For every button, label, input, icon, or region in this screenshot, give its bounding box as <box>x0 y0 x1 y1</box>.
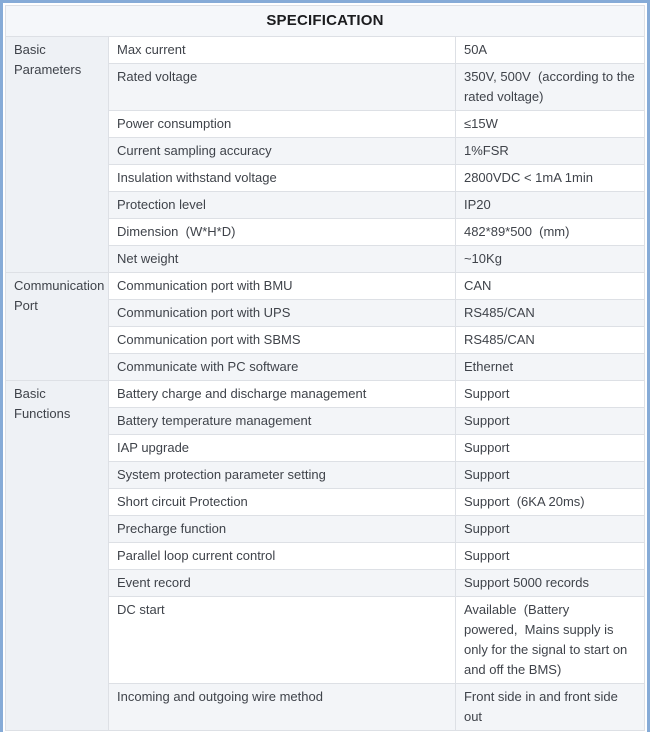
value-cell: CAN <box>454 272 646 300</box>
value-cell: Support <box>454 461 646 489</box>
spec-table-body: Basic Parameters Max current 50A Rated volt… <box>5 36 646 731</box>
parameter-cell: System protection parameter setting <box>108 461 456 489</box>
table-row: Communicate with PC software Ethernet <box>6 353 646 381</box>
table-row: Protection level IP20 <box>6 191 646 219</box>
value-cell: RS485/CAN <box>454 299 646 327</box>
table-row: Parallel loop current control Support <box>6 542 646 570</box>
table-row: Rated voltage 350V, 500V (according to th… <box>6 63 646 111</box>
parameter-cell: Communication port with SBMS <box>108 326 456 354</box>
value-cell: 2800VDC < 1mA 1min <box>454 164 646 192</box>
parameter-cell: Dimension (W*H*D) <box>108 218 456 246</box>
parameter-cell: Battery temperature management <box>108 407 456 435</box>
table-row: Event record Support 5000 records <box>6 569 646 597</box>
table-row: Net weight ~10Kg <box>6 245 646 273</box>
value-cell: Support <box>454 515 646 543</box>
table-row: Basic Parameters Max current 50A <box>5 36 646 273</box>
parameter-cell: Current sampling accuracy <box>108 137 456 165</box>
value-cell: 1%FSR <box>454 137 646 165</box>
parameter-cell: Short circuit Protection <box>108 488 456 516</box>
value-cell: Support 5000 records <box>454 569 646 597</box>
parameter-cell: IAP upgrade <box>108 434 456 462</box>
parameter-cell: Protection level <box>108 191 456 219</box>
value-cell: 482*89*500 (mm) <box>454 218 646 246</box>
parameter-cell: Communication port with BMU <box>108 272 456 300</box>
table-row: Precharge function Support <box>6 515 646 543</box>
parameter-cell: Precharge function <box>108 515 456 543</box>
table-row: Dimension (W*H*D) 482*89*500 (mm) <box>6 218 646 246</box>
table-header-row: SPECIFICATION <box>5 5 645 37</box>
parameter-cell: Communicate with PC software <box>108 353 456 381</box>
parameter-cell: DC start <box>108 596 456 684</box>
parameter-cell: Insulation withstand voltage <box>108 164 456 192</box>
parameter-cell: Communication port with UPS <box>108 299 456 327</box>
category-cell: Communication Port <box>5 272 109 381</box>
value-cell: ~10Kg <box>454 245 646 273</box>
table-row: Insulation withstand voltage 2800VDC < 1m… <box>6 164 646 192</box>
parameter-cell: Net weight <box>108 245 456 273</box>
value-cell: Support (6KA 20ms) <box>454 488 646 516</box>
value-cell: Available (Battery powered, Mains supply… <box>454 596 646 684</box>
category-cell: Basic Functions <box>5 380 109 731</box>
parameter-cell: Rated voltage <box>108 63 456 111</box>
category-cell: Basic Parameters <box>5 36 109 273</box>
value-cell: Support <box>454 434 646 462</box>
table-row: IAP upgrade Support <box>6 434 646 462</box>
page-title: SPECIFICATION <box>5 5 645 37</box>
table-row: Battery temperature management Support <box>6 407 646 435</box>
table-row: Incoming and outgoing wire method Front s… <box>6 683 646 731</box>
value-cell: Support <box>454 542 646 570</box>
parameter-cell: Incoming and outgoing wire method <box>108 683 456 731</box>
specification-table: SPECIFICATION Basic Parameters Max curren… <box>5 5 646 731</box>
value-cell: Support <box>454 380 646 408</box>
value-cell: Front side in and front side out <box>454 683 646 731</box>
table-row: Communication port with SBMS RS485/CAN <box>6 326 646 354</box>
parameter-cell: Parallel loop current control <box>108 542 456 570</box>
parameter-cell: Battery charge and discharge management <box>108 380 456 408</box>
value-cell: 350V, 500V (according to the rated volta… <box>454 63 646 111</box>
table-row: System protection parameter setting Suppo… <box>6 461 646 489</box>
value-cell: 50A <box>454 36 646 64</box>
table-row: DC start Available (Battery powered, Main… <box>6 596 646 684</box>
parameter-cell: Max current <box>108 36 456 64</box>
table-row: Power consumption ≤15W <box>6 110 646 138</box>
value-cell: RS485/CAN <box>454 326 646 354</box>
table-row: Short circuit Protection Support (6KA 20m… <box>6 488 646 516</box>
table-row: Basic Functions Battery charge and discha… <box>5 380 646 731</box>
value-cell: Ethernet <box>454 353 646 381</box>
parameter-cell: Power consumption <box>108 110 456 138</box>
value-cell: Support <box>454 407 646 435</box>
table-row: Communication Port Communication port wit… <box>5 272 646 381</box>
parameter-cell: Event record <box>108 569 456 597</box>
value-cell: IP20 <box>454 191 646 219</box>
value-cell: ≤15W <box>454 110 646 138</box>
